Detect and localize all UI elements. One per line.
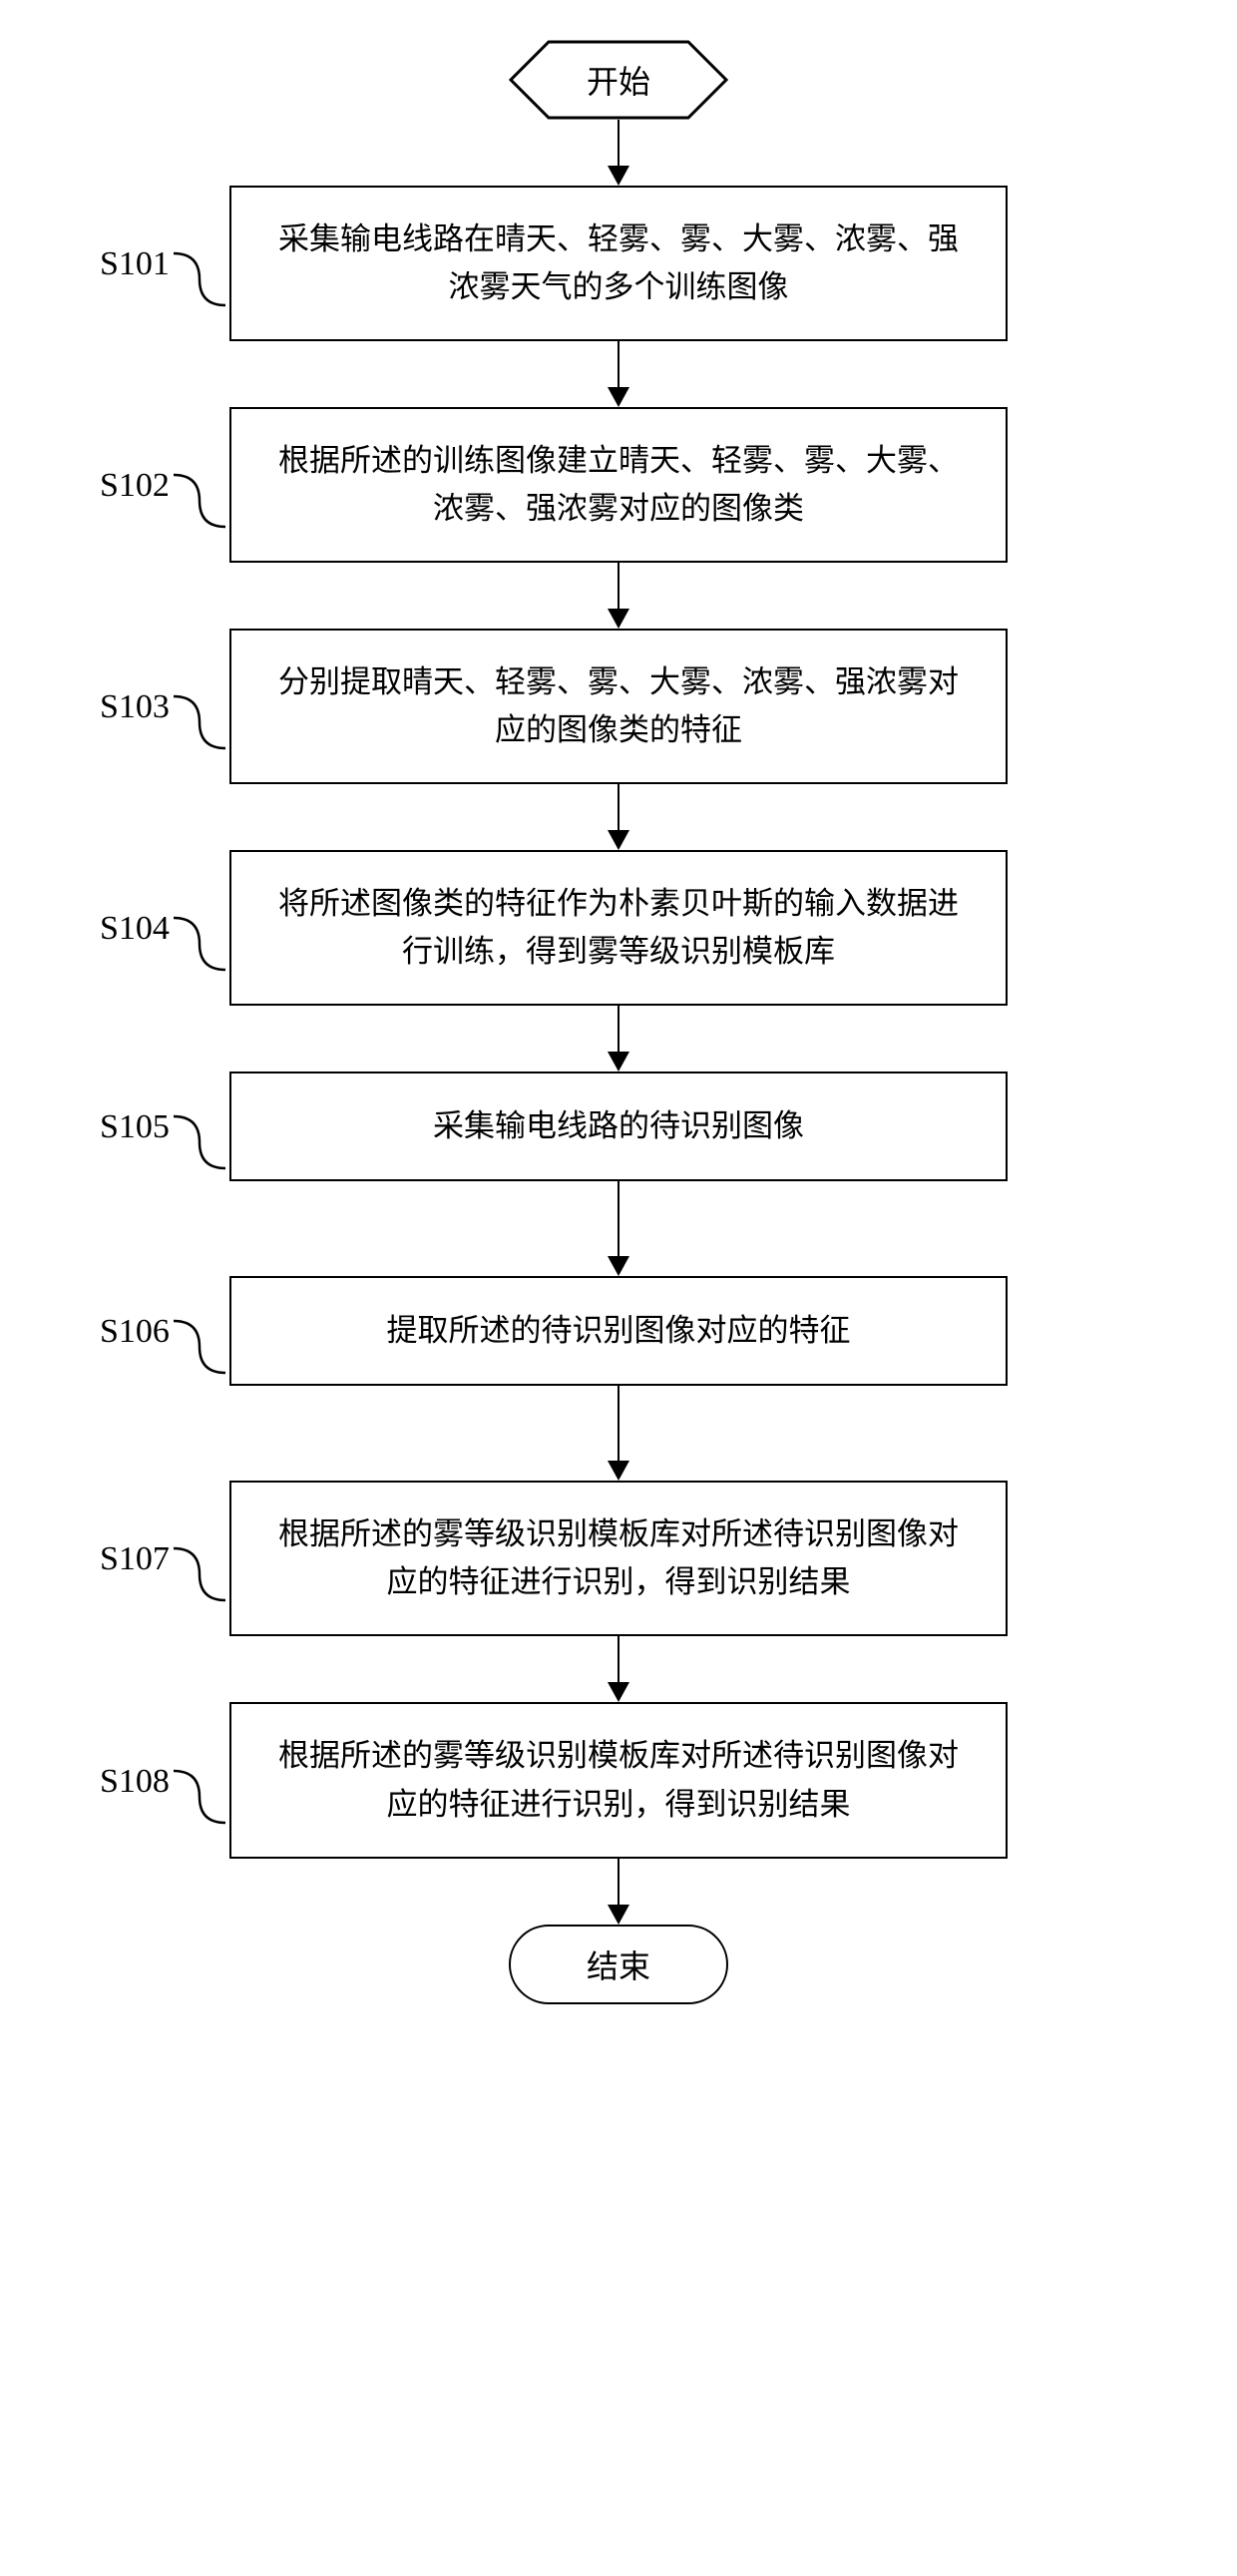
step-label: S103 <box>100 688 170 726</box>
step-text: 提取所述的待识别图像对应的特征 <box>387 1307 851 1355</box>
arrow-3 <box>608 784 629 850</box>
arrow-4 <box>608 1006 629 1072</box>
step-label-wrap: S101 <box>100 245 227 309</box>
step-text: 分别提取晴天、轻雾、雾、大雾、浓雾、强浓雾对应的图像类的特征 <box>267 658 970 754</box>
step-label-wrap: S104 <box>100 910 227 974</box>
end-label: 结束 <box>587 1941 650 1987</box>
label-curve-icon <box>170 249 227 309</box>
step-label-wrap: S103 <box>100 688 227 752</box>
step-row-s108: S108 根据所述的雾等级识别模板库对所述待识别图像对应的特征进行识别，得到识别结… <box>20 1702 1217 1858</box>
arrow-0 <box>608 120 629 186</box>
step-row-s107: S107 根据所述的雾等级识别模板库对所述待识别图像对应的特征进行识别，得到识别结… <box>20 1481 1217 1636</box>
label-curve-icon <box>170 1767 227 1827</box>
label-curve-icon <box>170 1112 227 1172</box>
label-curve-icon <box>170 692 227 752</box>
label-curve-icon <box>170 914 227 974</box>
end-terminator: 结束 <box>509 1925 728 2004</box>
label-curve-icon <box>170 471 227 531</box>
step-text: 将所述图像类的特征作为朴素贝叶斯的输入数据进行训练，得到雾等级识别模板库 <box>267 880 970 976</box>
step-label: S102 <box>100 467 170 505</box>
step-row-s105: S105 采集输电线路的待识别图像 <box>20 1072 1217 1181</box>
step-text: 根据所述的雾等级识别模板库对所述待识别图像对应的特征进行识别，得到识别结果 <box>267 1732 970 1828</box>
step-label: S108 <box>100 1763 170 1801</box>
step-box: 根据所述的雾等级识别模板库对所述待识别图像对应的特征进行识别，得到识别结果 <box>229 1481 1008 1636</box>
flowchart: 开始 S101 采集输电线路在晴天、轻雾、雾、大雾、浓雾、强浓雾天气的多个训练图像… <box>20 40 1217 2004</box>
start-label: 开始 <box>587 57 650 103</box>
step-box: 采集输电线路在晴天、轻雾、雾、大雾、浓雾、强浓雾天气的多个训练图像 <box>229 186 1008 341</box>
step-row-s106: S106 提取所述的待识别图像对应的特征 <box>20 1276 1217 1386</box>
step-label: S107 <box>100 1540 170 1578</box>
step-row-s102: S102 根据所述的训练图像建立晴天、轻雾、雾、大雾、浓雾、强浓雾对应的图像类 <box>20 407 1217 563</box>
step-row-s103: S103 分别提取晴天、轻雾、雾、大雾、浓雾、强浓雾对应的图像类的特征 <box>20 629 1217 784</box>
arrow-7 <box>608 1636 629 1702</box>
arrow-8 <box>608 1859 629 1925</box>
step-label: S104 <box>100 910 170 948</box>
step-box: 分别提取晴天、轻雾、雾、大雾、浓雾、强浓雾对应的图像类的特征 <box>229 629 1008 784</box>
step-row-s104: S104 将所述图像类的特征作为朴素贝叶斯的输入数据进行训练，得到雾等级识别模板库 <box>20 850 1217 1006</box>
arrow-6 <box>608 1386 629 1481</box>
step-box: 根据所述的雾等级识别模板库对所述待识别图像对应的特征进行识别，得到识别结果 <box>229 1702 1008 1858</box>
label-curve-icon <box>170 1317 227 1377</box>
arrow-1 <box>608 341 629 407</box>
step-label-wrap: S102 <box>100 467 227 531</box>
step-label: S106 <box>100 1313 170 1351</box>
step-text: 采集输电线路的待识别图像 <box>433 1102 804 1150</box>
step-text: 根据所述的训练图像建立晴天、轻雾、雾、大雾、浓雾、强浓雾对应的图像类 <box>267 437 970 533</box>
step-label: S105 <box>100 1108 170 1146</box>
step-text: 根据所述的雾等级识别模板库对所述待识别图像对应的特征进行识别，得到识别结果 <box>267 1510 970 1606</box>
step-box: 将所述图像类的特征作为朴素贝叶斯的输入数据进行训练，得到雾等级识别模板库 <box>229 850 1008 1006</box>
step-text: 采集输电线路在晴天、轻雾、雾、大雾、浓雾、强浓雾天气的多个训练图像 <box>267 215 970 311</box>
arrow-2 <box>608 563 629 629</box>
arrow-5 <box>608 1181 629 1276</box>
step-box: 提取所述的待识别图像对应的特征 <box>229 1276 1008 1386</box>
step-row-s101: S101 采集输电线路在晴天、轻雾、雾、大雾、浓雾、强浓雾天气的多个训练图像 <box>20 186 1217 341</box>
step-label-wrap: S108 <box>100 1763 227 1827</box>
start-terminator: 开始 <box>509 40 728 120</box>
step-box: 采集输电线路的待识别图像 <box>229 1072 1008 1181</box>
step-label-wrap: S105 <box>100 1108 227 1172</box>
label-curve-icon <box>170 1544 227 1604</box>
step-label: S101 <box>100 245 170 283</box>
step-label-wrap: S107 <box>100 1540 227 1604</box>
step-label-wrap: S106 <box>100 1313 227 1377</box>
step-box: 根据所述的训练图像建立晴天、轻雾、雾、大雾、浓雾、强浓雾对应的图像类 <box>229 407 1008 563</box>
